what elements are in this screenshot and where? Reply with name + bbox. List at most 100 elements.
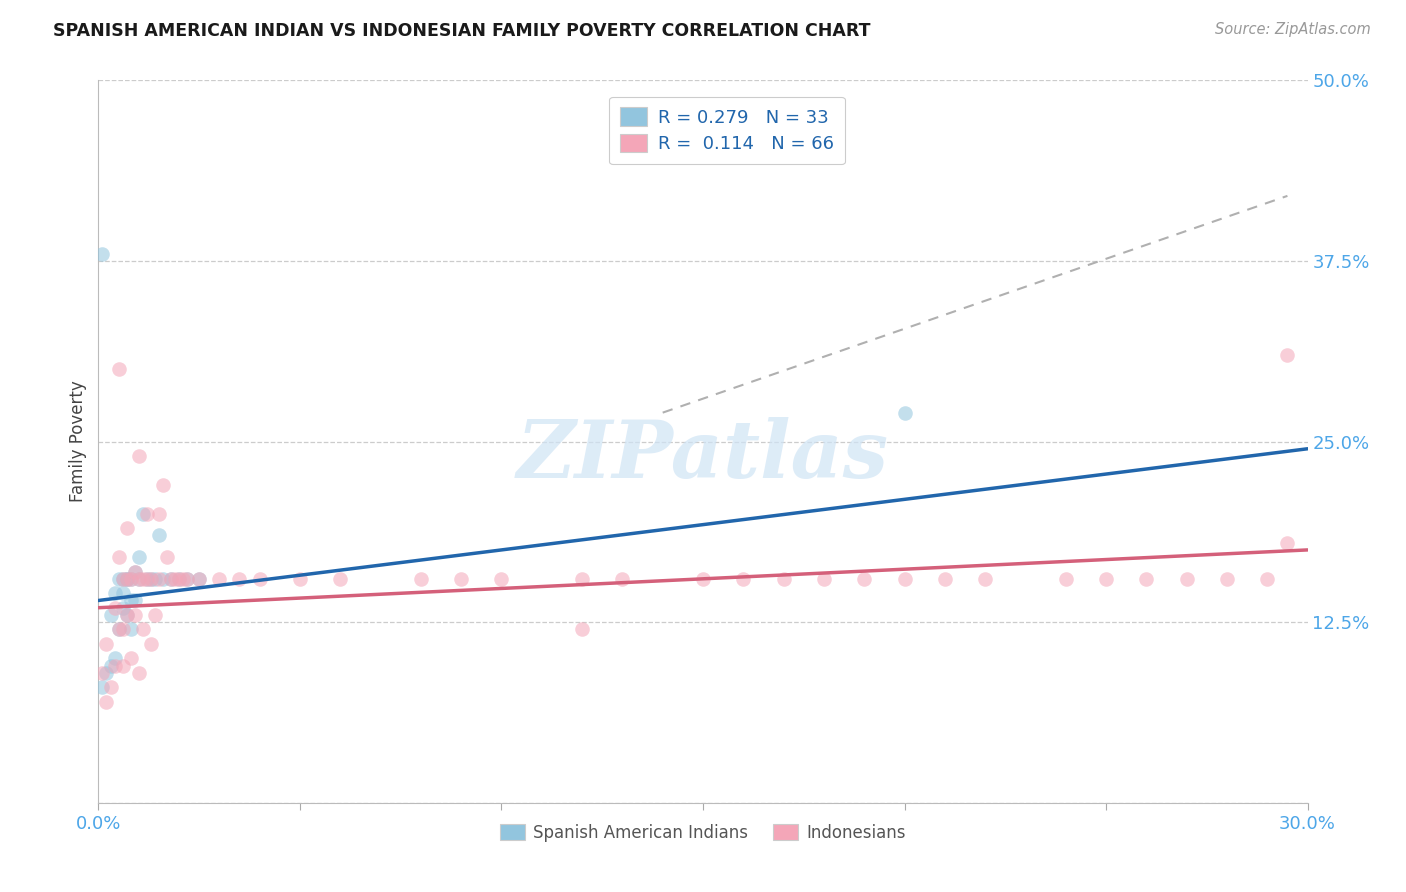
Point bbox=[208, 572, 231, 586]
Point bbox=[152, 478, 174, 492]
Point bbox=[111, 658, 134, 673]
Point bbox=[132, 572, 155, 586]
Point bbox=[139, 637, 162, 651]
Point bbox=[772, 572, 794, 586]
Point bbox=[107, 362, 129, 376]
Point bbox=[692, 572, 714, 586]
Point bbox=[128, 550, 150, 565]
Point bbox=[733, 572, 755, 586]
Point bbox=[107, 550, 129, 565]
Point bbox=[120, 572, 142, 586]
Point bbox=[111, 572, 134, 586]
Point bbox=[115, 607, 138, 622]
Point bbox=[120, 651, 142, 665]
Point bbox=[853, 572, 876, 586]
Point bbox=[172, 572, 194, 586]
Point bbox=[107, 623, 129, 637]
Point bbox=[91, 246, 114, 260]
Point bbox=[139, 572, 162, 586]
Point bbox=[135, 572, 157, 586]
Point bbox=[100, 658, 122, 673]
Point bbox=[124, 565, 146, 579]
Point bbox=[128, 572, 150, 586]
Point bbox=[120, 572, 142, 586]
Point bbox=[1135, 572, 1157, 586]
Point bbox=[111, 586, 134, 600]
Point bbox=[160, 572, 183, 586]
Point bbox=[148, 528, 170, 542]
Point bbox=[612, 572, 634, 586]
Point bbox=[96, 665, 118, 680]
Y-axis label: Family Poverty: Family Poverty bbox=[69, 381, 87, 502]
Point bbox=[188, 572, 211, 586]
Point bbox=[115, 572, 138, 586]
Point bbox=[188, 572, 211, 586]
Point bbox=[103, 658, 125, 673]
Point bbox=[143, 607, 166, 622]
Point bbox=[128, 665, 150, 680]
Point bbox=[167, 572, 190, 586]
Point bbox=[1256, 572, 1278, 586]
Point bbox=[450, 572, 472, 586]
Point bbox=[132, 623, 155, 637]
Point bbox=[107, 623, 129, 637]
Point bbox=[893, 406, 915, 420]
Point bbox=[115, 607, 138, 622]
Point bbox=[329, 572, 352, 586]
Point bbox=[1277, 535, 1299, 549]
Point bbox=[1175, 572, 1198, 586]
Point bbox=[124, 593, 146, 607]
Point bbox=[135, 572, 157, 586]
Point bbox=[934, 572, 956, 586]
Point bbox=[249, 572, 271, 586]
Point bbox=[1277, 348, 1299, 362]
Point bbox=[91, 665, 114, 680]
Point bbox=[124, 565, 146, 579]
Point bbox=[91, 680, 114, 694]
Point bbox=[120, 623, 142, 637]
Point bbox=[571, 572, 593, 586]
Text: ZIPatlas: ZIPatlas bbox=[517, 417, 889, 495]
Point bbox=[139, 572, 162, 586]
Point bbox=[115, 521, 138, 535]
Point bbox=[111, 572, 134, 586]
Point bbox=[288, 572, 311, 586]
Point bbox=[128, 449, 150, 463]
Legend: Spanish American Indians, Indonesians: Spanish American Indians, Indonesians bbox=[494, 817, 912, 848]
Point bbox=[167, 572, 190, 586]
Point bbox=[96, 637, 118, 651]
Point bbox=[1054, 572, 1077, 586]
Point bbox=[1095, 572, 1118, 586]
Point bbox=[96, 695, 118, 709]
Point bbox=[156, 550, 179, 565]
Point bbox=[100, 680, 122, 694]
Point bbox=[152, 572, 174, 586]
Point bbox=[128, 572, 150, 586]
Point bbox=[115, 572, 138, 586]
Point bbox=[1216, 572, 1239, 586]
Point bbox=[135, 507, 157, 521]
Point bbox=[132, 507, 155, 521]
Point bbox=[107, 572, 129, 586]
Point bbox=[228, 572, 250, 586]
Point bbox=[148, 507, 170, 521]
Point bbox=[111, 600, 134, 615]
Point bbox=[160, 572, 183, 586]
Point bbox=[409, 572, 432, 586]
Point bbox=[103, 600, 125, 615]
Point bbox=[163, 572, 186, 586]
Point bbox=[111, 623, 134, 637]
Point bbox=[100, 607, 122, 622]
Point bbox=[124, 607, 146, 622]
Point bbox=[571, 623, 593, 637]
Point bbox=[893, 572, 915, 586]
Point bbox=[176, 572, 198, 586]
Text: SPANISH AMERICAN INDIAN VS INDONESIAN FAMILY POVERTY CORRELATION CHART: SPANISH AMERICAN INDIAN VS INDONESIAN FA… bbox=[53, 22, 870, 40]
Point bbox=[148, 572, 170, 586]
Point bbox=[974, 572, 997, 586]
Point bbox=[120, 593, 142, 607]
Point bbox=[115, 572, 138, 586]
Point bbox=[103, 651, 125, 665]
Point bbox=[176, 572, 198, 586]
Point bbox=[103, 586, 125, 600]
